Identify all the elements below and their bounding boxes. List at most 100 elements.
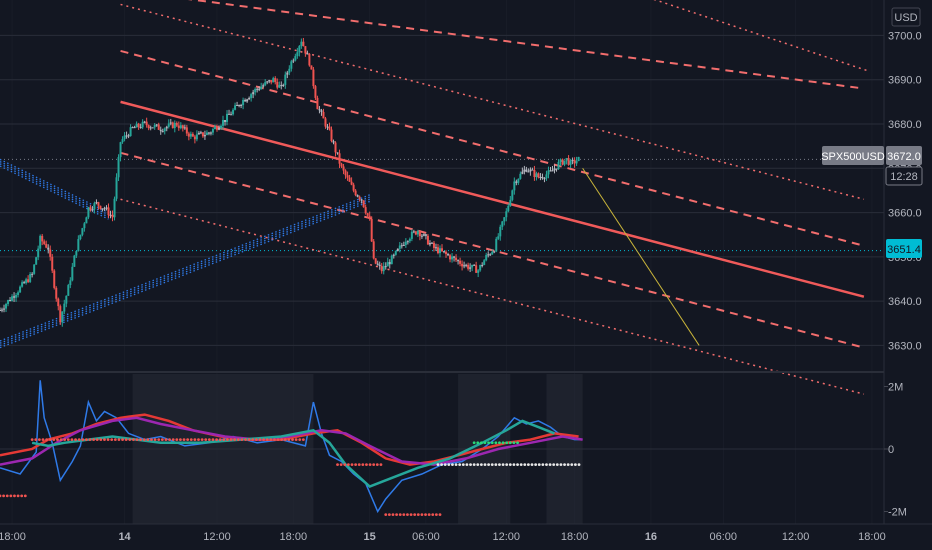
candle-body xyxy=(553,168,556,171)
candle-body xyxy=(320,110,323,112)
candle-body xyxy=(392,254,395,256)
candle-body xyxy=(99,205,102,209)
indicator-dot xyxy=(541,463,545,467)
candle-body xyxy=(424,234,427,236)
candle-body xyxy=(234,105,237,110)
candle-body xyxy=(127,135,130,137)
time-axis[interactable]: 18:00 14 12:00 18:00 15 06:00 12:00 18:00 16 06:0… xyxy=(0,531,886,543)
indicator-dot xyxy=(294,438,298,442)
candle-body xyxy=(342,166,345,171)
candle-body xyxy=(260,86,263,90)
candle-body xyxy=(382,266,385,272)
indicator-dot xyxy=(164,438,168,442)
indicator-dot xyxy=(211,438,215,442)
indicator-dot xyxy=(244,438,247,442)
indicator-dot xyxy=(179,438,182,442)
candle-body xyxy=(529,169,532,172)
indicator-dot xyxy=(23,494,27,498)
candle-body xyxy=(93,203,96,210)
candle-body xyxy=(107,207,110,216)
candle-body xyxy=(569,160,572,165)
indicator-dot xyxy=(472,441,476,445)
candle-body xyxy=(135,123,138,128)
indicator-dot xyxy=(354,463,358,467)
candle-body xyxy=(270,80,273,83)
indicator-dot xyxy=(287,438,291,442)
candle-body xyxy=(300,41,303,47)
indicator-dot xyxy=(48,438,52,442)
indicator-dot xyxy=(117,438,121,442)
indicator-dot xyxy=(379,463,383,467)
indicator-dot xyxy=(472,463,476,467)
candle-body xyxy=(364,207,367,214)
candle-body xyxy=(262,85,265,87)
indicator-dot xyxy=(175,438,179,442)
candle-body xyxy=(426,235,429,245)
candle-body xyxy=(396,248,399,251)
last-price-badge xyxy=(886,146,922,165)
candle-body xyxy=(428,243,431,245)
indicator-dot xyxy=(9,494,13,498)
candle-body xyxy=(374,258,377,264)
indicator-dot xyxy=(92,438,96,442)
indicator-dot xyxy=(501,463,505,467)
indicator-series-line xyxy=(0,380,583,514)
candle-body xyxy=(268,80,271,82)
indicator-dot xyxy=(301,438,305,442)
candle-body xyxy=(310,65,313,70)
candle-body xyxy=(236,104,239,106)
upper-dashed-line xyxy=(187,0,865,90)
indicator-dot xyxy=(512,463,516,467)
candle-body xyxy=(358,196,361,200)
candle-body xyxy=(39,235,42,249)
candle-body xyxy=(105,207,108,209)
channel-center-line xyxy=(120,100,865,298)
indicator-dot xyxy=(99,438,103,442)
indicator-dot xyxy=(182,438,186,442)
candle-body xyxy=(195,134,198,140)
indicator-dot xyxy=(494,463,498,467)
candle-body xyxy=(473,264,476,266)
indicator-dot xyxy=(233,438,237,442)
time-tick-label: 18:00 xyxy=(858,531,886,543)
candle-body xyxy=(372,241,375,259)
indicator-series-line xyxy=(0,416,583,466)
indicator-dot xyxy=(226,438,229,442)
indicator-dot xyxy=(30,438,34,442)
candle-body xyxy=(328,126,331,130)
candle-body xyxy=(366,213,369,216)
indicator-dot xyxy=(483,441,487,445)
candle-body xyxy=(77,239,80,251)
indicator-dot xyxy=(336,463,339,467)
candle-body xyxy=(37,248,40,258)
candle-body xyxy=(145,121,148,126)
candle-body xyxy=(567,158,570,165)
candle-body xyxy=(547,170,550,175)
price-tick-label: 3660.0 xyxy=(888,208,922,220)
candle-body xyxy=(475,265,478,273)
indicator-tick-label: 2M xyxy=(888,382,903,394)
candle-body xyxy=(503,217,506,222)
indicator-dot xyxy=(157,438,161,442)
candle-body xyxy=(410,231,413,239)
time-tick-label: 06:00 xyxy=(710,531,738,543)
indicator-dot xyxy=(135,438,139,442)
candle-body xyxy=(5,303,8,309)
indicator-dot xyxy=(357,463,361,467)
candle-body xyxy=(31,273,34,275)
candle-body xyxy=(499,226,502,237)
indicator-dot xyxy=(420,513,424,517)
candle-body xyxy=(459,260,462,264)
indicator-dot xyxy=(516,463,519,467)
candle-body xyxy=(350,181,353,185)
candle-body xyxy=(7,300,10,304)
indicator-dot xyxy=(218,438,222,442)
candle-body xyxy=(258,88,261,90)
last-price-label: 3672.0 xyxy=(887,151,921,163)
indicator-dot xyxy=(339,463,343,467)
indicator-dot xyxy=(395,513,398,517)
candle-body xyxy=(362,200,365,208)
candle-body xyxy=(167,123,170,127)
candle-body xyxy=(376,263,379,265)
